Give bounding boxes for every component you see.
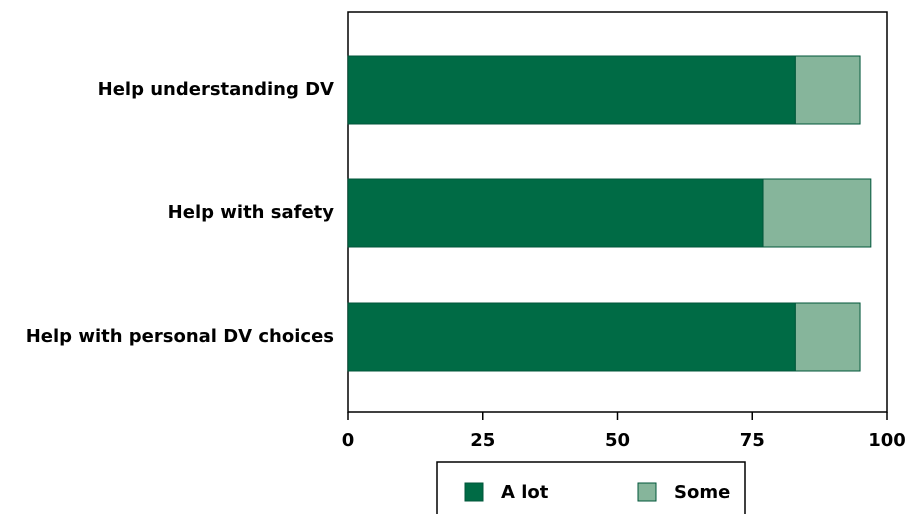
bar-segment [762, 178, 872, 248]
y-tick-label: Help with safety [168, 202, 335, 223]
bar-segment [347, 302, 796, 372]
bar-segment [794, 55, 861, 125]
legend-label: A lot [501, 482, 549, 503]
bar-segment [347, 55, 796, 125]
x-tick-label: 0 [342, 430, 355, 451]
y-tick-label: Help understanding DV [98, 79, 334, 100]
y-tick-label: Help with personal DV choices [26, 326, 334, 347]
legend-label: Some [674, 482, 730, 503]
x-tick-label: 25 [470, 430, 495, 451]
bar-segment [347, 178, 764, 248]
x-tick-label: 50 [605, 430, 630, 451]
x-tick-label: 100 [868, 430, 906, 451]
legend-swatch [637, 482, 657, 502]
legend-box [436, 461, 746, 518]
legend-swatch [464, 482, 484, 502]
x-tick-label: 75 [740, 430, 765, 451]
bar-segment [794, 302, 861, 372]
